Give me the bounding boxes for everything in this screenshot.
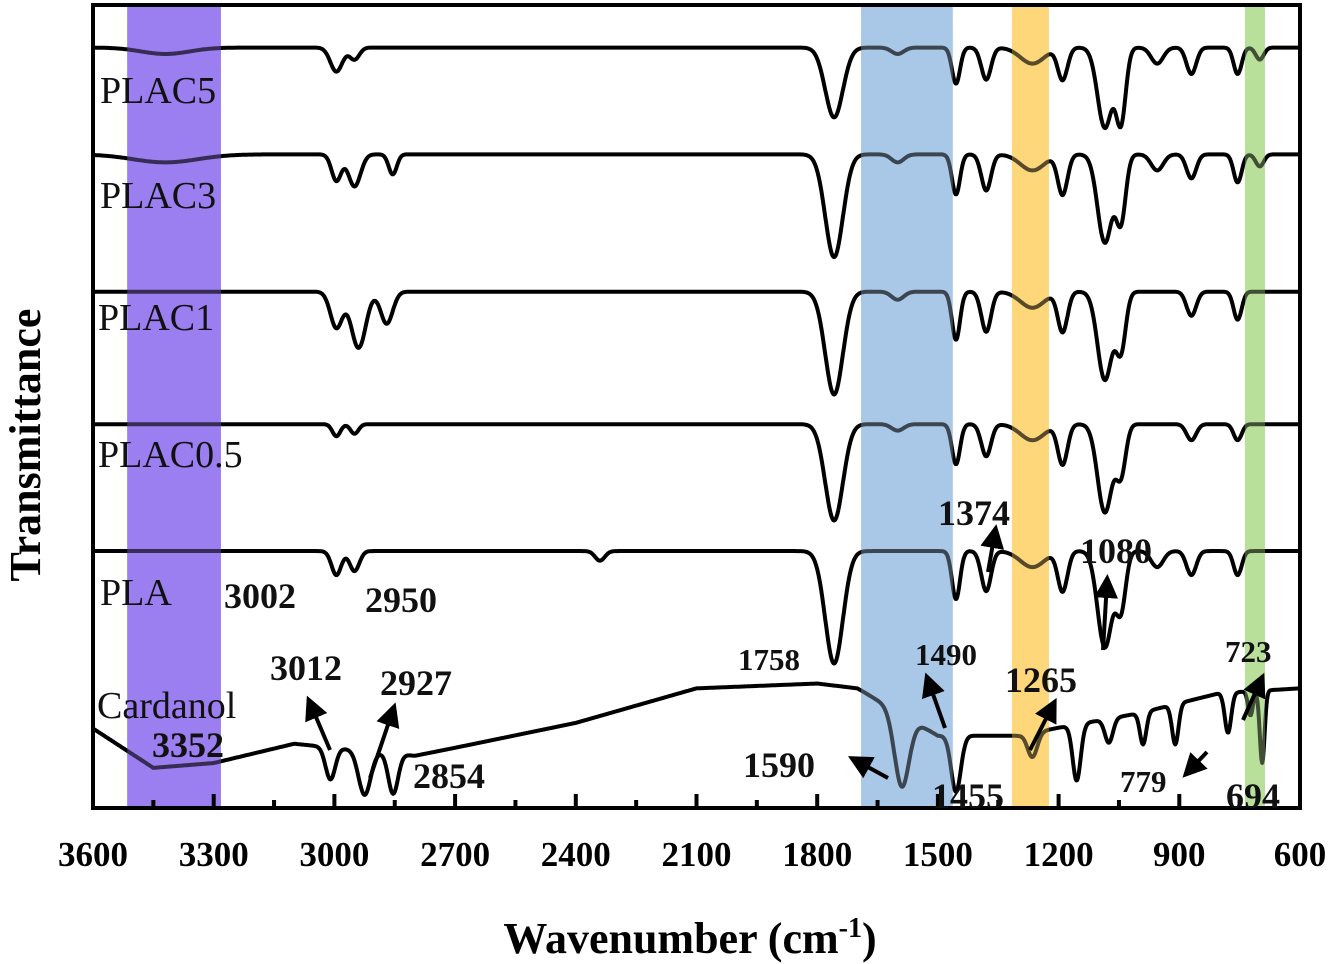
x-tick-label: 3600 bbox=[58, 835, 128, 874]
highlight-band bbox=[1011, 5, 1049, 808]
highlight-band-overlay bbox=[861, 5, 953, 808]
arrow-1265 bbox=[1028, 697, 1057, 751]
series-label-plac5: PLAC5 bbox=[100, 70, 216, 112]
annotation-2950: 2950 bbox=[365, 580, 437, 620]
arrow-723 bbox=[1241, 672, 1266, 721]
arrow-2927 bbox=[368, 702, 400, 779]
annotation-3002: 3002 bbox=[224, 576, 296, 616]
annotation-2927: 2927 bbox=[380, 663, 452, 703]
highlight-band bbox=[1244, 5, 1265, 808]
spectrum-pla bbox=[91, 549, 1302, 666]
annotation-723: 723 bbox=[1225, 634, 1272, 669]
x-tick-label: 3300 bbox=[179, 835, 249, 874]
x-tick-label: 1200 bbox=[1024, 835, 1094, 874]
highlight-bands bbox=[127, 5, 1265, 808]
highlight-band-overlay bbox=[127, 5, 221, 808]
x-tick-label: 600 bbox=[1274, 835, 1327, 874]
x-axis-label-main: Wavenumber (cm bbox=[503, 914, 838, 963]
spectra bbox=[91, 45, 1302, 797]
spectrum-plac5 bbox=[91, 45, 1302, 131]
annotation-1455: 1455 bbox=[932, 776, 1004, 816]
highlight-bands-overlay bbox=[127, 5, 1265, 808]
y-axis-label: Transmittance bbox=[1, 309, 50, 582]
series-label-pla: PLA bbox=[100, 572, 172, 614]
annotation-1374: 1374 bbox=[938, 493, 1010, 533]
annotation-arrows bbox=[305, 524, 1266, 780]
annotation-3352: 3352 bbox=[152, 725, 224, 765]
x-tick-label: 2700 bbox=[420, 835, 490, 874]
annotation-694: 694 bbox=[1226, 776, 1280, 816]
series-label-plac05: PLAC0.5 bbox=[98, 434, 243, 476]
x-axis: 3600 3300 3000 2700 2400 2100 1800 1500 1200 900 6… bbox=[58, 794, 1326, 874]
highlight-band bbox=[127, 5, 221, 808]
annotation-2854: 2854 bbox=[413, 756, 485, 796]
arrow-1374 bbox=[980, 524, 1005, 573]
annotation-1490: 1490 bbox=[915, 637, 977, 672]
arrow-1080 bbox=[1094, 574, 1119, 651]
x-tick-label: 1800 bbox=[782, 835, 852, 874]
spectrum-plac1 bbox=[91, 289, 1302, 397]
arrow-779 bbox=[1182, 750, 1209, 778]
annotation-1590: 1590 bbox=[743, 745, 815, 785]
annotation-779: 779 bbox=[1120, 764, 1167, 799]
x-axis-label: Wavenumber (cm-1) bbox=[503, 913, 876, 963]
series-label-plac1: PLAC1 bbox=[98, 297, 214, 339]
series-label-plac3: PLAC3 bbox=[100, 175, 216, 217]
x-axis-label-close: ) bbox=[862, 914, 877, 963]
series-label-cardanol: Cardanol bbox=[97, 685, 236, 727]
arrow-1590 bbox=[847, 756, 889, 780]
x-tick-label: 3000 bbox=[299, 835, 369, 874]
x-tick-label: 900 bbox=[1153, 835, 1206, 874]
x-tick-label: 2100 bbox=[662, 835, 732, 874]
x-tick-label: 1500 bbox=[903, 835, 973, 874]
arrow-3012 bbox=[305, 695, 332, 751]
spectrum-cardanol bbox=[91, 681, 1302, 797]
highlight-band-overlay bbox=[1011, 5, 1049, 808]
spectrum-plac05 bbox=[91, 422, 1302, 523]
highlight-band-overlay bbox=[1244, 5, 1265, 808]
annotation-1080: 1080 bbox=[1080, 531, 1152, 571]
spectrum-plac3 bbox=[91, 152, 1302, 260]
annotation-1265: 1265 bbox=[1005, 660, 1077, 700]
annotation-3012: 3012 bbox=[270, 648, 342, 688]
annotation-1758: 1758 bbox=[738, 642, 800, 677]
arrow-1490 bbox=[922, 672, 947, 729]
x-tick-label: 2400 bbox=[541, 835, 611, 874]
x-axis-label-superscript: -1 bbox=[839, 913, 862, 944]
